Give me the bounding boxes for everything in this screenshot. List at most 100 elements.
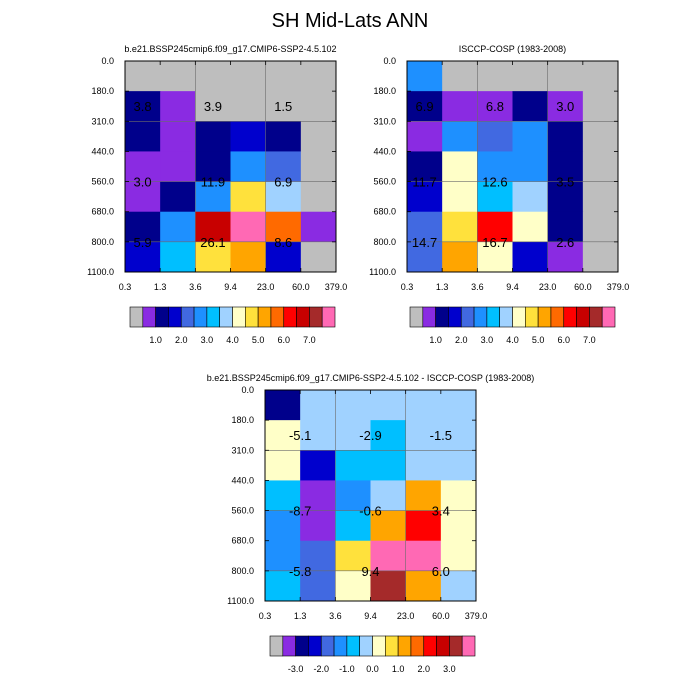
chart1-cell [265,181,302,213]
chart3-y-tick-label: 310.0 [231,445,254,455]
chart1-colorbar-box [193,306,208,328]
chart2-y-tick-label: 1100.0 [369,267,396,277]
chart3-data-label: -5.8 [289,564,311,579]
chart3-colorbar-box [333,635,348,657]
chart1-y-tick-label: 560.0 [91,177,114,187]
chart1-cell [195,211,231,243]
chart1-colorbar-box [321,306,336,328]
chart3-data-label: -1.5 [430,428,452,443]
chart1-cell [125,121,161,152]
chart3-cell [335,420,371,451]
chart1-cell [300,121,337,152]
chart2-colorbar-label: 5.0 [532,335,545,345]
chart1-colorbar-box [309,306,323,328]
chart3-cell [370,480,407,511]
chart3-y-tick-label: 680.0 [231,536,254,546]
chart1-cell [230,61,267,92]
chart3-cell [440,510,477,542]
chart3-cell [335,510,371,542]
chart2-cell [582,91,619,122]
chart1-cell [125,211,161,243]
chart3-cell [440,540,477,572]
chart3-cell [265,420,301,451]
chart3-cell [405,510,442,542]
chart1-colorbar-label: 1.0 [149,335,162,345]
chart3-colorbar-label: 2.0 [417,664,430,674]
chart1-colorbar-label: 7.0 [303,335,316,345]
chart3-cell [300,390,336,421]
chart1-colorbar-label: 3.0 [201,335,214,345]
chart3-cell [405,480,442,511]
chart3-y-tick-label: 1100.0 [227,596,254,606]
chart2-cell [407,211,443,243]
chart1-cell [230,241,267,273]
chart1-x-tick-label: 379.0 [325,282,348,292]
chart2-cell [582,61,619,92]
chart3-title: b.e21.BSSP245cmip6.f09_g17.CMIP6-SSP2-4.… [207,373,535,383]
chart2-cell [512,61,549,92]
chart3-x-tick-label: 9.4 [364,611,377,621]
chart3-colorbar-box [359,635,373,657]
chart1-cell [195,121,231,152]
chart3-y-tick-label: 440.0 [231,475,254,485]
chart3-colorbar-box [449,635,463,657]
chart3-x-tick-label: 0.3 [259,611,272,621]
chart3-cell [335,540,371,572]
chart2-x-tick-label: 23.0 [539,282,557,292]
chart1-x-tick-label: 0.3 [119,282,132,292]
chart1-x-tick-label: 60.0 [292,282,310,292]
chart3-colorbar-box [436,635,450,657]
chart2-cell [547,211,584,243]
chart1-colorbar-box [129,306,144,328]
chart3-colorbar-box [320,635,335,657]
chart2-cell [442,151,478,182]
chart2-colorbar-box [499,306,513,328]
chart1-cell [265,121,302,152]
chart2-cell [582,121,619,152]
chart3-cell [440,450,477,481]
chart2-y-tick-label: 180.0 [373,86,396,96]
chart1-colorbar-box [168,306,182,328]
chart3-cell [440,570,477,602]
chart2-colorbar-box [473,306,488,328]
chart2-cell [547,61,584,92]
chart2-cell [547,151,584,182]
chart3-colorbar-box [461,635,476,657]
chart1-data-label: 3.0 [134,175,152,190]
chart2-colorbar-label: 7.0 [583,335,596,345]
chart1-cell [265,241,302,273]
chart2-cell [407,91,443,122]
chart2-colorbar-box [512,306,526,328]
chart1-data-label: 3.9 [204,99,222,114]
chart2-cell [442,121,478,152]
chart1-y-tick-label: 180.0 [91,86,114,96]
chart2-x-tick-label: 0.3 [401,282,414,292]
chart3-colorbar-box [308,635,322,657]
chart3-cell [405,390,442,421]
chart3-colorbar-label: 0.0 [366,664,379,674]
chart2-cell [442,241,478,273]
chart2-cell [547,121,584,152]
chart1-colorbar-box [270,306,285,328]
chart3-cell [300,570,336,602]
chart3-y-tick-label: 180.0 [231,415,254,425]
chart3-colorbar-label: -3.0 [288,664,304,674]
chart3-cell [440,420,477,451]
chart3-cell [300,540,336,572]
chart1-cell [230,211,267,243]
chart2-colorbar-box [460,306,475,328]
chart1-cell [160,211,196,243]
chart1-cell [265,61,302,92]
chart1-cell [125,181,161,213]
chart3-data-label: -0.6 [359,504,381,519]
chart2-cell [407,61,443,92]
chart1-y-tick-label: 440.0 [91,146,114,156]
chart2-colorbar-box [525,306,539,328]
chart3-colorbar-label: -2.0 [313,664,329,674]
chart1-y-tick-label: 800.0 [91,237,114,247]
chart2-colorbar-label: 1.0 [429,335,442,345]
chart1-cell [160,121,196,152]
chart1-cell [125,151,161,182]
chart2-colorbar-box [409,306,424,328]
chart1-cell [265,91,302,122]
